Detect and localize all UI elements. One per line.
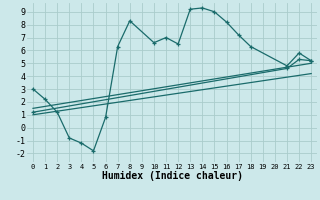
X-axis label: Humidex (Indice chaleur): Humidex (Indice chaleur) <box>101 171 243 181</box>
